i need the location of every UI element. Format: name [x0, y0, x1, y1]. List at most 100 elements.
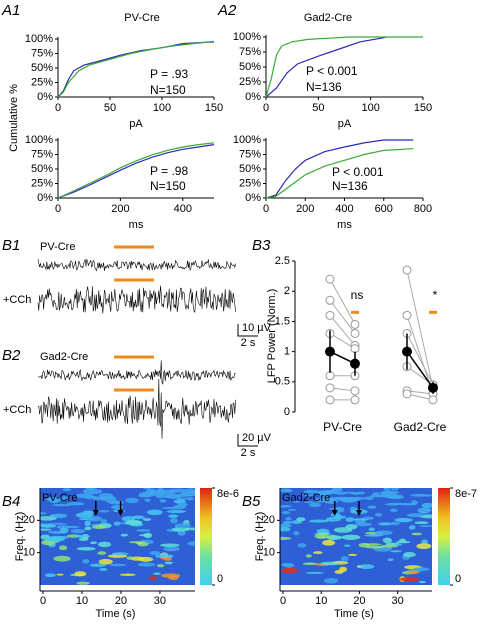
spectrogram-blob: [382, 537, 393, 544]
x-tick-label: 800: [414, 203, 432, 215]
dot-after: [350, 328, 360, 338]
spectrogram-blob: [160, 543, 180, 548]
y-axis-label: Cumulative %: [8, 84, 20, 152]
spectrogram-blob: [163, 546, 180, 552]
spectrogram-blob: [414, 521, 429, 525]
x-tick-label: 30: [391, 595, 403, 607]
spectrogram-blob: [172, 504, 186, 510]
spectrogram-blob: [320, 561, 340, 566]
spectrogram-blob: [86, 516, 102, 522]
spectrogram-blob: [388, 502, 408, 505]
panel-label: B3: [252, 237, 271, 254]
panel-label: A1: [1, 2, 20, 19]
x-tick-label: 0: [263, 203, 269, 215]
cumulative-curve: [265, 148, 414, 199]
spectrogram-blob: [293, 531, 300, 536]
dot-after: [350, 386, 360, 396]
spectrogram-blob: [280, 527, 291, 532]
cumulative-curve: [57, 144, 215, 199]
colorbar: [200, 488, 212, 585]
spectrogram-blob: [364, 543, 382, 546]
y-tick-label: 50%: [31, 62, 53, 74]
panel-label: A2: [217, 2, 237, 19]
spectrogram-blob: [74, 571, 87, 577]
spectrogram-blob: [153, 572, 161, 575]
colorbar-label: 0: [217, 573, 223, 585]
spectrogram-blob: [129, 541, 146, 544]
spectrogram-blob: [322, 490, 337, 495]
x-tick-label: 0: [280, 595, 286, 607]
spectrogram-blob: [56, 525, 71, 530]
spectrogram-blob: [107, 554, 128, 558]
spectrogram-blob: [40, 512, 47, 515]
y-tick-label: 1.5: [275, 315, 290, 327]
spectrogram-blob: [97, 510, 110, 513]
spectrogram-blob: [345, 517, 355, 522]
spectrogram-blob: [408, 570, 420, 575]
scale-label: 20 µV: [242, 432, 272, 444]
pair-line: [406, 269, 434, 388]
dot-before: [325, 395, 335, 405]
spectrogram-blob: [84, 520, 91, 527]
y-tick-label: 50%: [239, 163, 261, 175]
spectrogram-blob: [285, 517, 292, 521]
x-tick-label: 0: [263, 102, 269, 114]
spectrogram-blob: [374, 512, 383, 517]
dot-before: [325, 274, 335, 284]
spectrogram-blob: [40, 534, 51, 540]
spectrogram-blob: [399, 538, 406, 543]
lfp-trace: [37, 378, 236, 439]
spectrogram-blob: [390, 550, 402, 553]
spectrogram-blob: [174, 523, 191, 529]
scale-label: 2 s: [241, 447, 256, 459]
spectrogram-blob: [187, 541, 195, 546]
y-tick-label: 25%: [239, 76, 261, 88]
spectrogram-blob: [137, 562, 156, 567]
colorbar-label: 8e-6: [217, 488, 239, 500]
spectrogram: [40, 488, 195, 585]
spectrogram-blob: [362, 516, 375, 520]
colorbar-label: 0: [455, 573, 461, 585]
spectrogram-blob: [76, 546, 96, 551]
panel-label: B5: [242, 493, 261, 510]
dot-after: [350, 319, 360, 329]
spectrogram-blob: [159, 499, 167, 503]
spectrogram-blob: [358, 564, 375, 570]
spectrogram-blob: [308, 502, 321, 508]
spectrogram-blob: [365, 545, 384, 549]
spectrogram-blob: [369, 494, 390, 498]
spectrogram-blob: [138, 494, 151, 498]
spectrogram-blob: [111, 504, 124, 510]
y-tick-label: 25%: [239, 177, 261, 189]
dot-before: [325, 295, 335, 305]
spectrogram-blob: [308, 519, 329, 523]
spectrogram-blob: [144, 498, 151, 502]
annotation: N=136: [332, 179, 368, 193]
lfp-trace: [37, 258, 236, 272]
cumulative-curve: [265, 36, 423, 98]
y-tick-label: 20: [23, 514, 35, 526]
spectrogram-blob: [419, 525, 432, 528]
spectrogram-blob: [399, 576, 420, 582]
spectrogram-blob: [97, 551, 107, 555]
spectrogram-blob: [40, 516, 57, 521]
spectrogram-blob: [185, 488, 195, 494]
y-axis-label: Freq. (Hz): [14, 512, 26, 562]
spectrogram-blob: [351, 497, 370, 500]
dot-after: [350, 395, 360, 405]
dot-before: [402, 389, 412, 399]
spectrogram-blob: [410, 500, 418, 506]
y-tick-label: 1: [284, 346, 290, 358]
x-tick-label: 150: [205, 102, 223, 114]
annotation: N=150: [150, 83, 186, 97]
spectrogram-blob: [142, 518, 152, 521]
spectrogram-blob: [84, 495, 99, 500]
spectrogram-blob: [111, 552, 129, 556]
y-tick-label: 0: [284, 406, 290, 418]
lfp-trace: [37, 285, 236, 314]
row-label: +CCh: [3, 404, 31, 416]
spectrogram-blob: [303, 501, 315, 504]
scale-bar: [237, 324, 258, 337]
x-tick-label: 150: [414, 102, 432, 114]
y-tick-label: 75%: [239, 46, 261, 58]
